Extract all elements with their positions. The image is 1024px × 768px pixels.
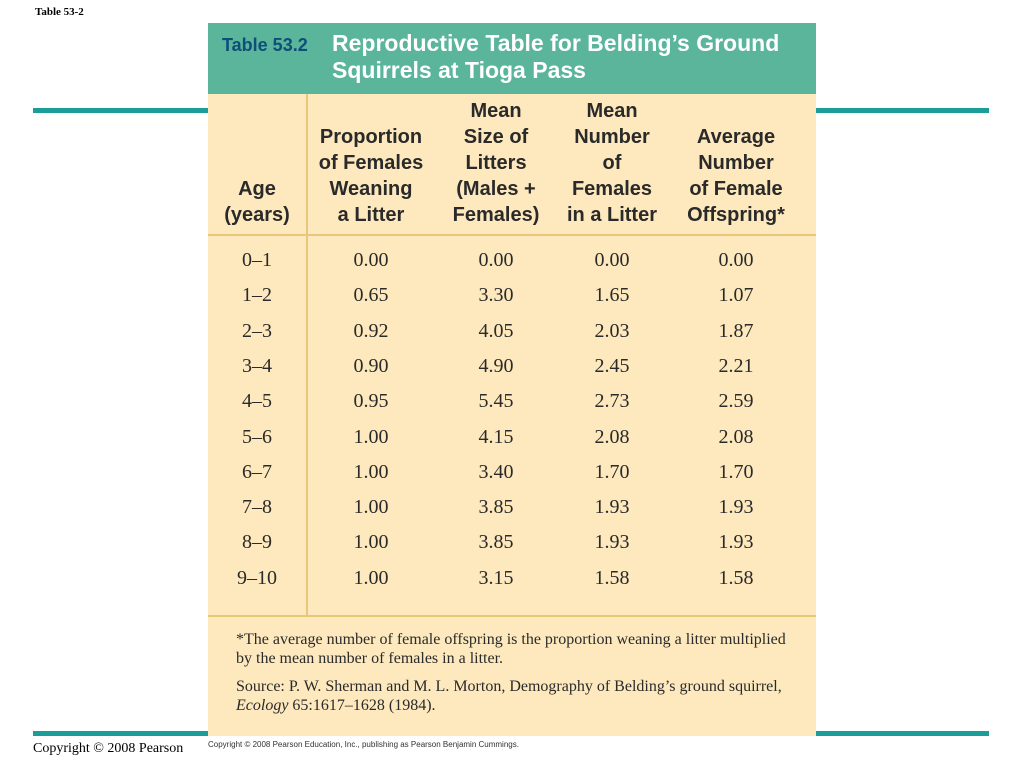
- age-column-divider: [306, 94, 308, 616]
- column-headers: Age (years) Proportion of Females Weanin…: [208, 94, 816, 234]
- table-row: 8–9 1.00 3.85 1.93 1.93: [208, 525, 816, 560]
- cell-mean-females: 1.70: [594, 460, 630, 483]
- table-row: 5–6 1.00 4.15 2.08 2.08: [208, 420, 816, 455]
- cell-age: 0–1: [242, 249, 272, 271]
- table-header-band: Table 53.2 Reproductive Table for Beldin…: [208, 23, 816, 94]
- cell-mean-litter-size: 3.30: [478, 284, 514, 307]
- cell-proportion-weaning: 1.00: [353, 460, 389, 483]
- cell-average-offspring: 2.08: [718, 425, 754, 448]
- cell-proportion-weaning: 0.65: [353, 284, 389, 307]
- cell-age: 7–8: [242, 496, 272, 519]
- cell-average-offspring: 1.87: [718, 319, 754, 342]
- cell-average-offspring: 1.70: [718, 460, 754, 483]
- cell-average-offspring: 1.58: [718, 566, 754, 589]
- cell-proportion-weaning: 0.92: [353, 319, 389, 342]
- table-row: 0–1 0.00 0.00 0.00 0.00: [208, 243, 816, 278]
- table-footnote: *The average number of female offspring …: [236, 631, 786, 667]
- cell-mean-females: 1.65: [594, 284, 630, 307]
- table-row: 4–5 0.95 5.45 2.73 2.59: [208, 384, 816, 419]
- copyright-notice: Copyright © 2008 Pearson Education, Inc.…: [208, 740, 519, 749]
- cell-age: 4–5: [242, 390, 272, 413]
- slide-label: Table 53-2: [35, 6, 84, 18]
- source-text: Source: P. W. Sherman and M. L. Morton, …: [236, 678, 782, 695]
- copyright-footer: Copyright © 2008 Pearson: [33, 741, 184, 756]
- cell-age: 1–2: [242, 284, 272, 307]
- cell-mean-litter-size: 5.45: [478, 390, 514, 413]
- cell-age: 5–6: [242, 425, 272, 448]
- cell-mean-females: 1.58: [594, 566, 630, 589]
- cell-age: 6–7: [242, 460, 272, 483]
- cell-mean-litter-size: 0.00: [478, 249, 514, 271]
- column-header-age: Age (years): [224, 178, 290, 226]
- cell-average-offspring: 2.59: [718, 390, 754, 413]
- cell-proportion-weaning: 1.00: [353, 566, 389, 589]
- cell-mean-litter-size: 4.15: [478, 425, 514, 448]
- table-row: 1–2 0.65 3.30 1.65 1.07: [208, 278, 816, 313]
- column-header-proportion-weaning: Proportion of Females Weaning a Litter: [318, 126, 424, 226]
- body-divider: [208, 615, 816, 617]
- cell-age: 2–3: [242, 319, 272, 342]
- cell-average-offspring: 0.00: [718, 249, 754, 271]
- table-row: 7–8 1.00 3.85 1.93 1.93: [208, 490, 816, 525]
- cell-proportion-weaning: 1.00: [353, 425, 389, 448]
- cell-mean-females: 2.73: [594, 390, 630, 413]
- cell-proportion-weaning: 0.90: [353, 354, 389, 377]
- source-journal: Ecology: [236, 697, 289, 714]
- cell-mean-females: 2.45: [594, 354, 630, 377]
- cell-average-offspring: 1.07: [718, 284, 754, 307]
- cell-mean-litter-size: 4.90: [478, 354, 514, 377]
- cell-proportion-weaning: 0.95: [353, 390, 389, 413]
- cell-mean-females: 1.93: [594, 531, 630, 554]
- table-title: Reproductive Table for Belding’s Ground …: [332, 30, 780, 83]
- copyright-bar: Copyright © 2008 Pearson Education, Inc.…: [208, 736, 816, 760]
- cell-mean-litter-size: 4.05: [478, 319, 514, 342]
- cell-mean-litter-size: 3.85: [478, 496, 514, 519]
- table-source: Source: P. W. Sherman and M. L. Morton, …: [236, 677, 796, 715]
- column-header-mean-litter-size: Mean Size of Litters (Males + Females): [452, 100, 540, 226]
- cell-mean-litter-size: 3.85: [478, 531, 514, 554]
- cell-average-offspring: 2.21: [718, 354, 754, 377]
- cell-age: 9–10: [237, 566, 277, 589]
- cell-average-offspring: 1.93: [718, 496, 754, 519]
- column-header-mean-females: Mean Number of Females in a Litter: [566, 100, 657, 226]
- header-divider: [208, 234, 816, 236]
- cell-mean-females: 0.00: [594, 249, 630, 271]
- table-row: 2–3 0.92 4.05 2.03 1.87: [208, 314, 816, 349]
- table-row: 6–7 1.00 3.40 1.70 1.70: [208, 455, 816, 490]
- table-row: 3–4 0.90 4.90 2.45 2.21: [208, 349, 816, 384]
- cell-age: 3–4: [242, 354, 272, 377]
- source-citation: 65:1617–1628 (1984).: [288, 697, 436, 714]
- cell-mean-females: 1.93: [594, 496, 630, 519]
- table-number: Table 53.2: [222, 35, 308, 55]
- table-row: 9–10 1.00 3.15 1.58 1.58: [208, 561, 816, 596]
- cell-age: 8–9: [242, 531, 272, 554]
- cell-proportion-weaning: 1.00: [353, 531, 389, 554]
- cell-mean-litter-size: 3.40: [478, 460, 514, 483]
- cell-average-offspring: 1.93: [718, 531, 754, 554]
- cell-proportion-weaning: 0.00: [353, 249, 389, 271]
- cell-proportion-weaning: 1.00: [353, 496, 389, 519]
- cell-mean-females: 2.03: [594, 319, 630, 342]
- reproductive-table: Table 53.2 Reproductive Table for Beldin…: [208, 23, 816, 736]
- cell-mean-females: 2.08: [594, 425, 630, 448]
- column-header-average-offspring: Average Number of Female Offspring*: [687, 126, 785, 226]
- cell-mean-litter-size: 3.15: [478, 566, 514, 589]
